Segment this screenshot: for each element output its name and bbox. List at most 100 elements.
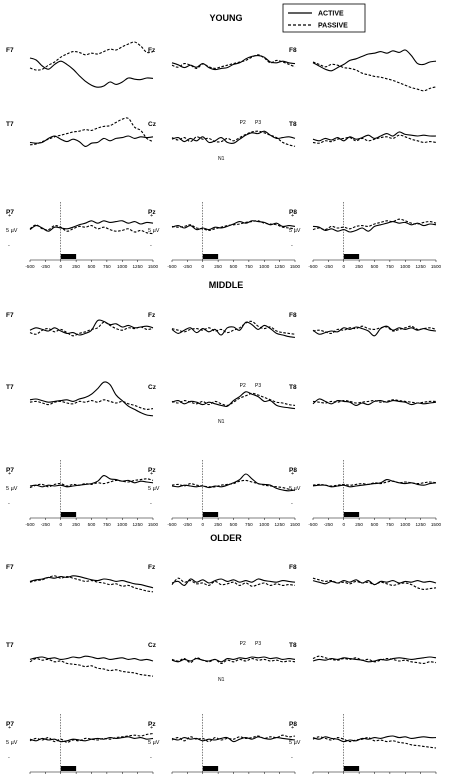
- panel-older-f7: F7: [6, 564, 154, 593]
- x-tick-label: 250: [72, 522, 80, 527]
- x-tick-label: 500: [371, 264, 379, 269]
- passive-series-line: [29, 321, 154, 337]
- panel-young-fz: Fz: [148, 47, 296, 71]
- x-tick-label: 250: [355, 264, 363, 269]
- panel-middle-cz: Cz P2 P3 N1: [148, 383, 296, 425]
- x-tick-label: 0: [59, 522, 62, 527]
- electrode-label: T8: [289, 384, 297, 391]
- scale-label: 5 µV: [289, 228, 301, 234]
- x-tick-label: 1500: [148, 522, 159, 527]
- component-label-p2: P2: [240, 383, 246, 389]
- x-tick-label: 0: [201, 264, 204, 269]
- passive-series-line: [312, 134, 437, 144]
- stimulus-bar: [343, 512, 360, 517]
- active-series-line: [312, 398, 437, 406]
- electrode-label: T7: [6, 642, 14, 649]
- group-title-young: YOUNG: [209, 13, 242, 23]
- component-label-n1: N1: [218, 419, 225, 425]
- scale-label: 5 µV: [6, 228, 18, 234]
- electrode-label: P8: [289, 467, 297, 474]
- electrode-label: P7: [6, 209, 14, 216]
- active-series-line: [29, 135, 154, 147]
- active-series-line: [29, 381, 154, 417]
- x-tick-label: -250: [183, 522, 193, 527]
- x-tick-label: 1250: [416, 522, 427, 527]
- x-tick-label: 1500: [290, 522, 301, 527]
- passive-series-line: [29, 658, 154, 677]
- x-tick-label: 1000: [259, 264, 270, 269]
- passive-series-line: [312, 577, 437, 590]
- passive-series-line: [171, 130, 296, 147]
- passive-series-line: [29, 399, 154, 410]
- electrode-label: Cz: [148, 121, 157, 128]
- active-series-line: [29, 220, 154, 232]
- panel-middle-t7: T7: [6, 381, 154, 417]
- panel-young-f8: F8: [289, 47, 437, 92]
- stimulus-bar: [202, 512, 219, 517]
- active-series-line: [29, 475, 154, 488]
- active-series-line: [171, 736, 296, 743]
- passive-series-line: [312, 655, 437, 664]
- group-older: F7FzF8T7CzP2P3N1T8P7-500-250025050075010…: [6, 564, 437, 774]
- active-series-line: [29, 319, 154, 336]
- passive-series-line: [29, 117, 154, 146]
- x-tick-label: 250: [355, 522, 363, 527]
- electrode-label: T7: [6, 121, 14, 128]
- scale-label: 5 µV: [289, 740, 301, 746]
- electrode-label: Cz: [148, 384, 157, 391]
- component-label-p3: P3: [255, 120, 261, 126]
- polarity-negative: -: [8, 755, 10, 761]
- active-series-line: [29, 57, 154, 88]
- panel-middle-fz: Fz: [148, 312, 296, 338]
- panel-young-pz: Pz -500 -250 0 250 500 750 1000 1250 1500 +5 µV -: [148, 202, 301, 269]
- electrode-label: Fz: [148, 312, 156, 319]
- x-tick-label: 750: [386, 264, 394, 269]
- x-tick-label: -500: [167, 522, 177, 527]
- passive-series-line: [171, 657, 296, 664]
- panel-middle-f8: F8: [289, 312, 437, 337]
- passive-series-line: [312, 736, 437, 749]
- component-label-n1: N1: [218, 156, 225, 162]
- polarity-positive: +: [150, 213, 153, 219]
- legend-passive-label: PASSIVE: [318, 23, 348, 30]
- stimulus-bar: [343, 254, 360, 259]
- electrode-label: P8: [289, 721, 297, 728]
- x-tick-label: 0: [342, 522, 345, 527]
- x-tick-label: 1250: [133, 522, 144, 527]
- active-series-line: [312, 656, 437, 663]
- scale-label: 5 µV: [6, 486, 18, 492]
- x-tick-label: 500: [230, 522, 238, 527]
- x-tick-label: -500: [25, 264, 35, 269]
- electrode-label: F7: [6, 47, 14, 54]
- panel-middle-pz: Pz -500 -250 0 250 500 750 1000 1250 1500 +5 µV -: [148, 460, 301, 527]
- panel-older-t8: T8: [289, 642, 437, 664]
- panel-middle-p7: P7 -500 -250 0 250 500 750 1000 1250 1500 +5 µV -: [6, 460, 159, 527]
- electrode-label: T8: [289, 642, 297, 649]
- electrode-label: F8: [289, 47, 297, 54]
- passive-series-line: [29, 575, 154, 593]
- panel-young-t7: T7: [6, 117, 154, 147]
- passive-series-line: [312, 218, 437, 231]
- x-tick-label: 0: [342, 264, 345, 269]
- passive-series-line: [312, 325, 437, 335]
- x-tick-label: 1000: [117, 264, 128, 269]
- passive-series-line: [29, 478, 154, 489]
- active-series-line: [171, 391, 296, 410]
- active-series-line: [312, 325, 437, 337]
- x-tick-label: 1500: [431, 522, 442, 527]
- scale-label: 5 µV: [148, 228, 160, 234]
- group-title-middle: MIDDLE: [209, 280, 244, 290]
- x-tick-label: 500: [371, 522, 379, 527]
- polarity-positive: +: [8, 213, 11, 219]
- passive-series-line: [171, 577, 296, 587]
- polarity-positive: +: [150, 471, 153, 477]
- polarity-positive: +: [291, 471, 294, 477]
- stimulus-bar: [202, 254, 219, 259]
- scale-label: 5 µV: [148, 486, 160, 492]
- panel-older-fz: Fz: [148, 564, 296, 587]
- electrode-label: P7: [6, 721, 14, 728]
- x-tick-label: -250: [41, 264, 51, 269]
